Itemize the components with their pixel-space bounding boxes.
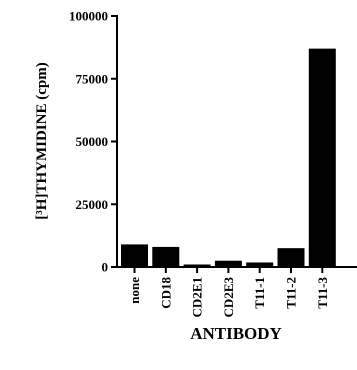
bars (121, 48, 336, 267)
bar-t11-2 (277, 248, 305, 267)
x-tick-label: CD2E3 (221, 277, 236, 318)
x-tick-label: T11-2 (284, 277, 299, 309)
bar-none (121, 244, 148, 267)
y-axis-label: [³H]THYMIDINE (cpm) (34, 62, 50, 219)
x-tick-label: T11-3 (315, 277, 330, 309)
y-ticks: 0 25000 50000 75000 100000 (69, 9, 117, 275)
y-tick-label: 100000 (69, 9, 108, 24)
bar-t11-1 (246, 262, 274, 267)
y-tick-label: 75000 (76, 71, 109, 86)
x-tick-label: none (127, 277, 142, 304)
y-tick-label: 0 (102, 260, 109, 275)
y-tick-label: 50000 (76, 134, 109, 149)
bar-cd18 (152, 246, 180, 267)
x-tick-label: CD18 (158, 277, 173, 309)
bar-cd2e1 (183, 264, 211, 267)
y-tick-label: 25000 (76, 197, 109, 212)
bar-t11-3 (308, 48, 336, 267)
x-ticks: none CD18 CD2E1 CD2E3 T11-1 T11-2 T11-3 (127, 267, 330, 317)
x-tick-label: CD2E1 (190, 277, 205, 317)
bar-cd2e3 (214, 260, 242, 267)
x-tick-label: T11-1 (252, 277, 267, 309)
x-axis-label: ANTIBODY (190, 324, 282, 343)
